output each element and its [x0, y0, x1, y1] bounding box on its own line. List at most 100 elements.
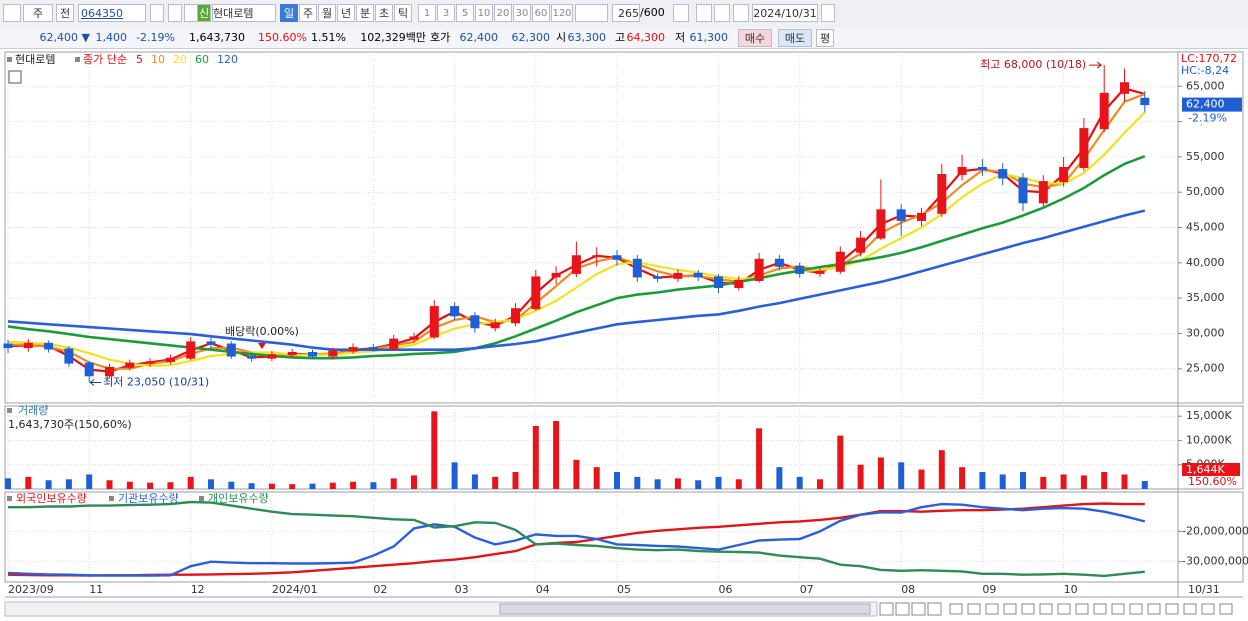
- y-tick-label: 50,000: [1186, 185, 1225, 198]
- annotation-arrow: [89, 379, 102, 386]
- volume-bar: [187, 476, 194, 489]
- legend-entry: 60: [195, 53, 209, 66]
- sell-button[interactable]: 매도: [778, 29, 812, 47]
- tool-button[interactable]: [1147, 603, 1161, 615]
- tool-button[interactable]: [1165, 603, 1179, 615]
- candle-body: [1140, 97, 1150, 106]
- y-tick-label: 55,000: [1186, 150, 1225, 163]
- tool-button[interactable]: [1003, 603, 1017, 615]
- period-tab[interactable]: 분: [356, 4, 374, 22]
- tool-button[interactable]: [985, 603, 999, 615]
- interval-button[interactable]: 3: [437, 4, 455, 22]
- volume-bar: [695, 480, 702, 489]
- tool-icon[interactable]: [673, 4, 689, 22]
- volume-bar: [715, 476, 722, 489]
- tool-icon[interactable]: [150, 4, 164, 22]
- tool-icon[interactable]: [714, 4, 730, 22]
- calendar-icon[interactable]: [821, 4, 835, 22]
- tool-button[interactable]: [1201, 603, 1215, 615]
- x-tick-label: 10: [1064, 583, 1078, 596]
- tool-icon[interactable]: [168, 4, 182, 22]
- legend-title: 현대로템: [15, 53, 55, 66]
- tool-icon[interactable]: [696, 4, 712, 22]
- scroll-thumb[interactable]: [499, 603, 871, 615]
- interval-button[interactable]: 5: [456, 4, 474, 22]
- period-tab[interactable]: 일: [280, 4, 298, 22]
- candle-body: [835, 251, 845, 272]
- tool-button[interactable]: [1039, 603, 1053, 615]
- candle-body: [714, 276, 723, 289]
- volume-bar: [126, 481, 133, 489]
- volume-bar: [431, 411, 438, 489]
- nav-button[interactable]: [895, 602, 910, 616]
- candle-body: [511, 308, 520, 324]
- date-input[interactable]: 2024/10/31: [752, 4, 818, 22]
- volume-bar: [390, 478, 397, 489]
- nav-button[interactable]: [879, 602, 894, 616]
- tool-button[interactable]: [1021, 603, 1035, 615]
- count-input[interactable]: 265: [612, 4, 640, 22]
- interval-button[interactable]: 120: [551, 4, 573, 22]
- buy-button[interactable]: 매수: [738, 29, 772, 47]
- interval-select[interactable]: [575, 4, 608, 22]
- code-input[interactable]: 064350: [78, 4, 146, 22]
- legend-marker: [199, 496, 204, 501]
- volume-bar: [492, 476, 499, 489]
- tool-button[interactable]: [1093, 603, 1107, 615]
- prev-button[interactable]: 전: [56, 4, 74, 22]
- quote-bar: 62,400 ▼ 1,400 -2.19% 1,643,730 150.60% 1.51%…: [0, 28, 1248, 49]
- volume-bar: [796, 476, 803, 489]
- interval-button[interactable]: 1: [418, 4, 436, 22]
- candle-body: [490, 322, 500, 329]
- legend-entry: 외국인보유수량: [16, 492, 87, 505]
- tool-icon[interactable]: [733, 4, 749, 22]
- dividend-marker: [258, 343, 266, 349]
- tool-button[interactable]: [1219, 603, 1233, 615]
- tool-button[interactable]: [1183, 603, 1197, 615]
- interval-button[interactable]: 20: [494, 4, 512, 22]
- volume-rate-label: 150.60%: [1188, 475, 1237, 488]
- candle-body: [693, 272, 703, 278]
- candle-body: [592, 255, 602, 258]
- volume-bar: [857, 464, 864, 489]
- interval-button[interactable]: 30: [513, 4, 531, 22]
- stock-name[interactable]: 현대로템: [212, 4, 276, 22]
- tool-button[interactable]: [1111, 603, 1125, 615]
- nav-button[interactable]: [927, 602, 942, 616]
- moving-average-line: [7, 209, 1146, 351]
- period-tab[interactable]: 주: [299, 4, 317, 22]
- legend-entry: 기관보유수량: [118, 492, 179, 505]
- candle-body: [957, 166, 967, 176]
- period-tab[interactable]: 월: [318, 4, 336, 22]
- period-tab[interactable]: 년: [337, 4, 355, 22]
- y-tick-label: 15,000K: [1186, 409, 1232, 422]
- eval-button[interactable]: 평: [816, 29, 834, 47]
- tool-button[interactable]: [1129, 603, 1143, 615]
- tool-button[interactable]: [1075, 603, 1089, 615]
- volume-bar: [573, 459, 580, 489]
- nav-button[interactable]: [911, 602, 926, 616]
- legend-entry: 10: [151, 53, 165, 66]
- interval-button[interactable]: 10: [475, 4, 493, 22]
- period-tab[interactable]: 틱: [394, 4, 412, 22]
- x-tick-label: 2023/09: [8, 583, 54, 596]
- volume-bar: [654, 479, 661, 489]
- interval-button[interactable]: 60: [532, 4, 550, 22]
- holding-line: [7, 502, 1146, 577]
- tool-button[interactable]: [949, 603, 963, 615]
- volume-bar: [1141, 481, 1148, 489]
- hc-label: HC:-8,24: [1181, 64, 1229, 77]
- candle-body: [308, 352, 317, 357]
- period-tab[interactable]: 초: [375, 4, 393, 22]
- tool-button[interactable]: [967, 603, 981, 615]
- candle-body: [186, 341, 196, 359]
- volume-bar: [1040, 476, 1047, 489]
- menu-icon[interactable]: [3, 4, 21, 22]
- volume-bar: [756, 428, 763, 489]
- candle-body: [896, 209, 906, 221]
- y-tick-label: 10,000K: [1186, 433, 1232, 446]
- legend-marker: [7, 57, 12, 62]
- period-select[interactable]: 주: [23, 4, 53, 22]
- volume-bar: [370, 482, 377, 489]
- tool-button[interactable]: [1057, 603, 1071, 615]
